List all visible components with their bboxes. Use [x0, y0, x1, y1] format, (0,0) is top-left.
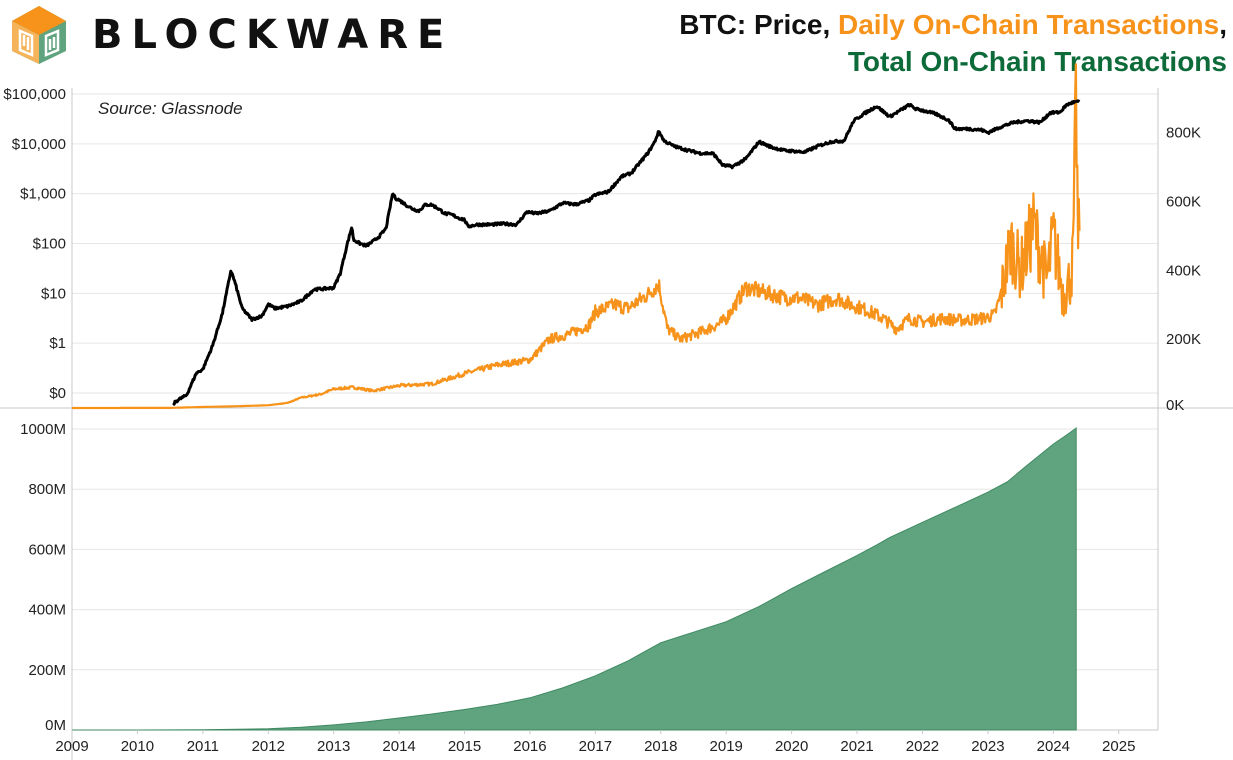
- title-daily-transactions: Daily On-Chain Transactions: [838, 9, 1220, 40]
- total-tick-label: 600M: [28, 541, 66, 558]
- price-tick-label: $100,000: [3, 86, 66, 103]
- price-tick-label: $10: [41, 285, 66, 302]
- title-total-transactions: Total On-Chain Transactions: [847, 46, 1227, 77]
- year-tick-label: 2021: [840, 738, 873, 755]
- price-tick-label: $100: [33, 235, 66, 252]
- year-tick-label: 2016: [513, 738, 546, 755]
- total-tick-label: 800M: [28, 481, 66, 498]
- year-tick-label: 2023: [971, 738, 1004, 755]
- year-tick-label: 2015: [448, 738, 481, 755]
- year-tick-label: 2019: [710, 738, 743, 755]
- title-price: BTC: Price,: [679, 9, 831, 40]
- year-tick-label: 2025: [1102, 738, 1135, 755]
- year-tick-label: 2014: [382, 738, 415, 755]
- year-tick-label: 2017: [579, 738, 612, 755]
- title-comma: ,: [1219, 9, 1227, 40]
- transactions-axis-labels: 0K 200K 400K 600K 800K: [1166, 125, 1201, 414]
- price-line-layer: [172, 99, 1081, 406]
- year-tick-label: 2011: [187, 738, 219, 755]
- year-tick-label: 2013: [317, 738, 350, 755]
- price-axis-labels: $0 $1 $10 $100 $1,000 $10,000 $100,000: [3, 86, 66, 402]
- daily-transactions-line: [71, 63, 1081, 410]
- price-tick-label: $10,000: [12, 136, 66, 153]
- total-tick-label: 200M: [28, 662, 66, 679]
- price-tick-label: $0: [49, 385, 66, 402]
- year-tick-label: 2022: [906, 738, 939, 755]
- transactions-tick-label: 0K: [1166, 397, 1184, 414]
- year-axis-labels: 2009 2010 2011 2012 2013 2014 2015 2016 2017 2018…: [55, 730, 1135, 755]
- year-tick-label: 2012: [252, 738, 285, 755]
- daily-transactions-line-layer: [71, 63, 1081, 410]
- year-tick-label: 2024: [1037, 738, 1070, 755]
- source-note: Source: Glassnode: [98, 99, 243, 118]
- total-transactions-area: [72, 427, 1077, 731]
- total-axis-labels: 0M 200M 400M 600M 800M 1000M: [20, 421, 66, 734]
- transactions-tick-label: 800K: [1166, 125, 1201, 142]
- transactions-tick-label: 400K: [1166, 262, 1201, 279]
- total-tick-label: 400M: [28, 602, 66, 619]
- brand-name: BLOCKWARE: [92, 12, 454, 58]
- year-tick-label: 2009: [55, 738, 88, 755]
- transactions-tick-label: 600K: [1166, 194, 1201, 211]
- price-tick-label: $1,000: [20, 186, 66, 203]
- year-tick-label: 2020: [775, 738, 808, 755]
- transactions-tick-label: 200K: [1166, 331, 1201, 348]
- total-transactions-area-layer: [72, 427, 1077, 731]
- year-tick-label: 2018: [644, 738, 677, 755]
- total-tick-label: 1000M: [20, 421, 66, 438]
- price-line: [172, 99, 1081, 406]
- year-tick-label: 2010: [121, 738, 154, 755]
- chart-title: BTC: Price, Daily On-Chain Transactions,…: [679, 6, 1227, 80]
- blockware-logo-icon: [12, 6, 66, 64]
- total-tick-label: 0M: [45, 717, 66, 734]
- price-tick-label: $1: [49, 335, 66, 352]
